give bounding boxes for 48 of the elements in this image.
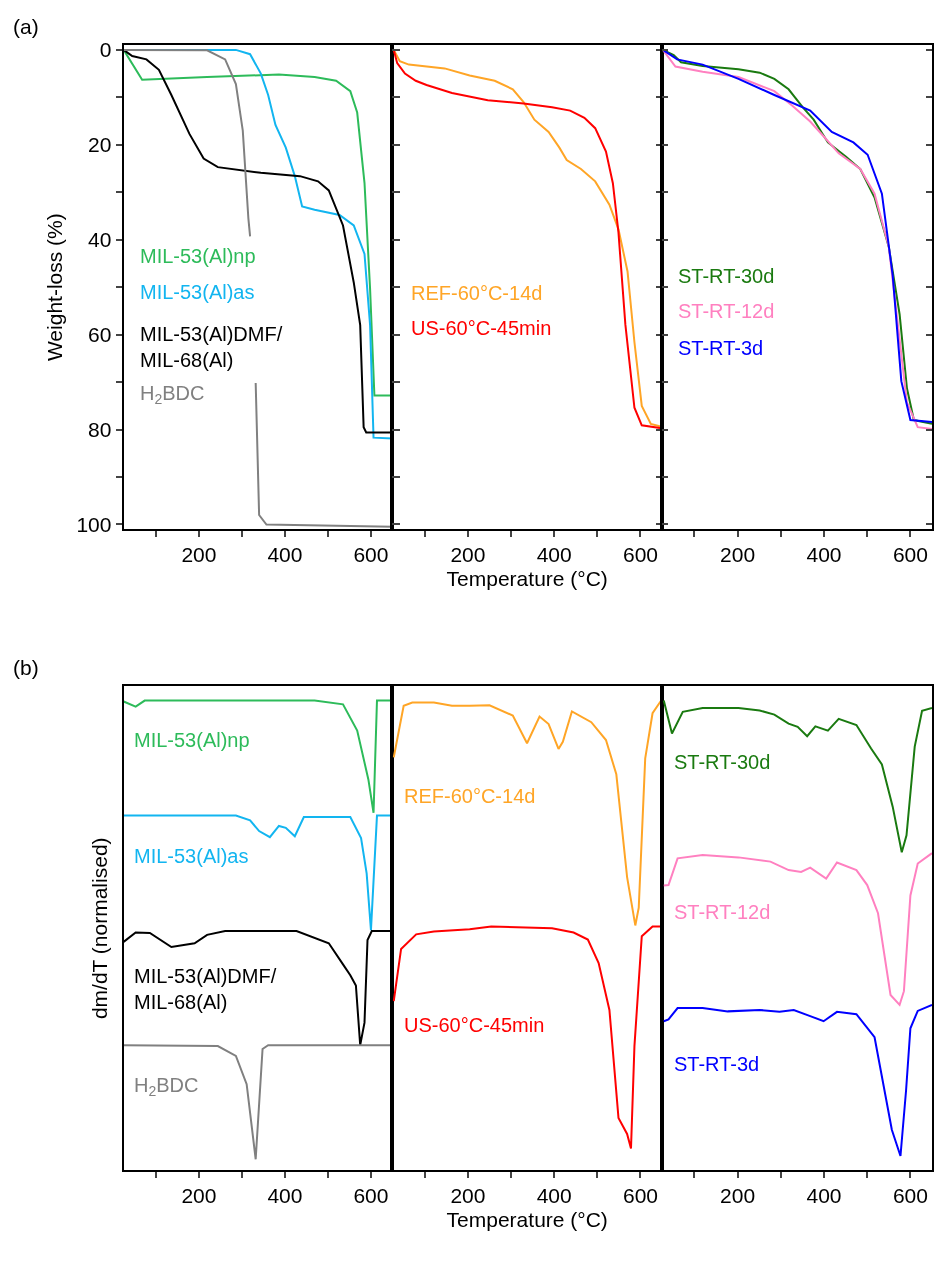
x-tick-label: 600 — [622, 543, 658, 567]
series-label: ST-RT-30d — [674, 751, 771, 773]
y-tick-label: 0 — [99, 38, 112, 62]
text: ST-RT-3d — [678, 337, 764, 359]
text: (a) — [13, 15, 39, 38]
text: ST-RT-30d — [678, 265, 775, 287]
series-label: MIL-53(Al)DMF/MIL-68(Al) — [134, 965, 277, 1013]
x-tick-label: 200 — [720, 1184, 756, 1208]
x-axis-title: Temperature (°C) — [446, 567, 608, 591]
x-tick-label: 200 — [450, 543, 486, 567]
x-tick-label: 600 — [892, 543, 928, 567]
x-tick-label: 400 — [806, 543, 842, 567]
series-label: MIL-53(Al)np — [134, 729, 250, 751]
text: REF-60°C-14d — [411, 282, 543, 304]
y-axis-title: dm/dT (normalised) — [88, 837, 112, 1020]
y-axis-title: Weight-loss (%) — [43, 213, 67, 362]
series-label: REF-60°C-14d — [404, 785, 536, 807]
text: US-60°C-45min — [411, 317, 552, 339]
x-tick-label: 400 — [536, 543, 572, 567]
text: MIL-53(Al)DMF/MIL-68(Al) — [140, 323, 283, 371]
text: (b) — [13, 656, 39, 679]
x-tick-label: 200 — [181, 1184, 217, 1208]
text: MIL-53(Al)np — [140, 245, 256, 267]
x-tick-label: 200 — [720, 543, 756, 567]
x-tick-label: 600 — [892, 1184, 928, 1208]
y-tick-label: 20 — [88, 133, 112, 157]
y-tick-label: 100 — [76, 512, 112, 536]
x-tick-label: 600 — [622, 1184, 658, 1208]
series-label: ST-RT-3d — [674, 1053, 760, 1075]
x-tick-label: 600 — [353, 543, 389, 567]
x-tick-label: 400 — [267, 543, 303, 567]
series-label: H$_{2}$BDC — [134, 1074, 199, 1100]
series-label: ST-RT-12d — [674, 901, 771, 923]
y-tick-label: 40 — [88, 228, 112, 252]
text: MIL-53(Al)as — [140, 281, 255, 303]
y-tick-label: 60 — [88, 323, 112, 346]
series-label: US-60°C-45min — [404, 1014, 545, 1036]
x-axis-title: Temperature (°C) — [446, 1207, 608, 1231]
text: H$_{2}$BDC — [140, 382, 205, 408]
series-label: MIL-53(Al)as — [134, 845, 249, 867]
text: ST-RT-12d — [678, 300, 775, 322]
x-tick-label: 400 — [806, 1184, 842, 1208]
x-tick-label: 400 — [267, 1184, 303, 1208]
y-tick-label: 80 — [88, 417, 112, 441]
x-tick-label: 200 — [450, 1184, 486, 1208]
x-tick-label: 400 — [536, 1184, 572, 1208]
x-tick-label: 600 — [353, 1184, 389, 1208]
x-tick-label: 200 — [181, 543, 217, 567]
